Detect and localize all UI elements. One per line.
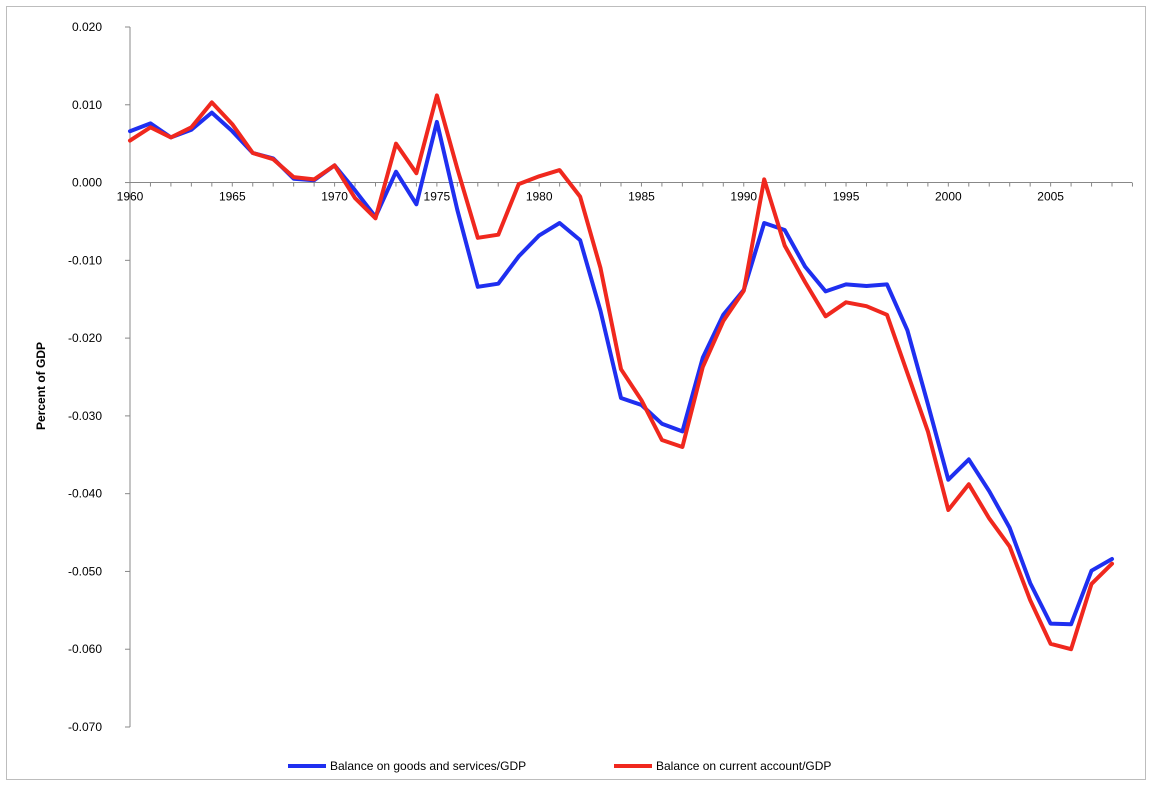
y-tick-label: -0.030 <box>68 409 102 423</box>
y-axis-label: Percent of GDP <box>34 342 48 430</box>
y-tick-label: -0.040 <box>68 487 102 501</box>
y-tick-label: -0.050 <box>68 564 102 578</box>
y-tick-label: 0.000 <box>72 176 102 190</box>
y-tick-label: -0.060 <box>68 642 102 656</box>
x-tick-label: 1975 <box>424 190 451 204</box>
chart-frame <box>6 6 1146 780</box>
y-tick-label: -0.020 <box>68 331 102 345</box>
x-tick-label: 2005 <box>1037 190 1064 204</box>
y-axis: 0.020 0.010 0.000 -0.010 -0.020 -0.030 -0.040 -… <box>68 20 131 734</box>
legend-label-1: Balance on goods and services/GDP <box>330 759 526 773</box>
x-tick-label: 2000 <box>935 190 962 204</box>
x-tick-label: 1965 <box>219 190 246 204</box>
x-tick-label: 1985 <box>628 190 655 204</box>
y-tick-label: -0.010 <box>68 253 102 267</box>
x-axis: 1960 1965 1970 1975 1980 1985 1990 1995 2000 2005 <box>117 182 1133 204</box>
series-line-2 <box>128 93 1114 652</box>
x-tick-label: 1995 <box>833 190 860 204</box>
x-tick-label: 1980 <box>526 190 553 204</box>
legend: Balance on goods and services/GDP Balance… <box>288 759 831 773</box>
x-tick-label: 1970 <box>321 190 348 204</box>
x-tick-label: 1960 <box>117 190 144 204</box>
y-tick-label: 0.020 <box>72 20 102 34</box>
y-tick-label: 0.010 <box>72 98 102 112</box>
x-tick-label: 1990 <box>730 190 757 204</box>
legend-label-2: Balance on current account/GDP <box>656 759 831 773</box>
series-group <box>128 93 1114 652</box>
y-tick-label: -0.070 <box>68 720 102 734</box>
